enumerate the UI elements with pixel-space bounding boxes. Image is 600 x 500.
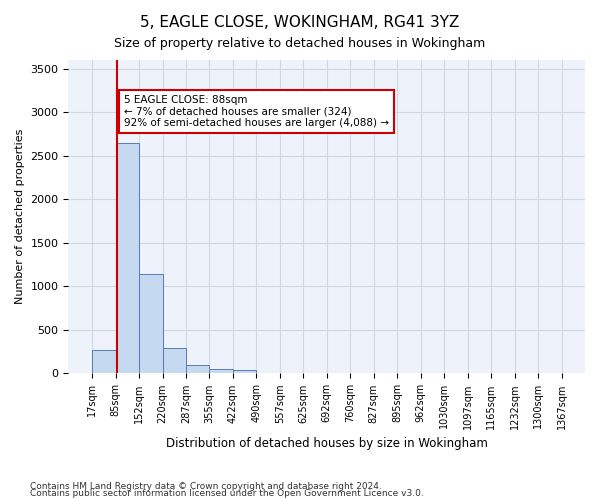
Text: 5, EAGLE CLOSE, WOKINGHAM, RG41 3YZ: 5, EAGLE CLOSE, WOKINGHAM, RG41 3YZ <box>140 15 460 30</box>
Y-axis label: Number of detached properties: Number of detached properties <box>15 129 25 304</box>
Text: 5 EAGLE CLOSE: 88sqm
← 7% of detached houses are smaller (324)
92% of semi-detac: 5 EAGLE CLOSE: 88sqm ← 7% of detached ho… <box>124 95 389 128</box>
Bar <box>92 350 116 374</box>
Bar <box>163 348 186 374</box>
X-axis label: Distribution of detached houses by size in Wokingham: Distribution of detached houses by size … <box>166 437 488 450</box>
Text: Size of property relative to detached houses in Wokingham: Size of property relative to detached ho… <box>115 38 485 51</box>
Bar <box>139 274 163 374</box>
Bar <box>186 365 209 374</box>
Bar <box>209 368 233 374</box>
Text: Contains HM Land Registry data © Crown copyright and database right 2024.: Contains HM Land Registry data © Crown c… <box>30 482 382 491</box>
Bar <box>116 142 139 374</box>
Text: Contains public sector information licensed under the Open Government Licence v3: Contains public sector information licen… <box>30 488 424 498</box>
Bar <box>233 370 256 374</box>
